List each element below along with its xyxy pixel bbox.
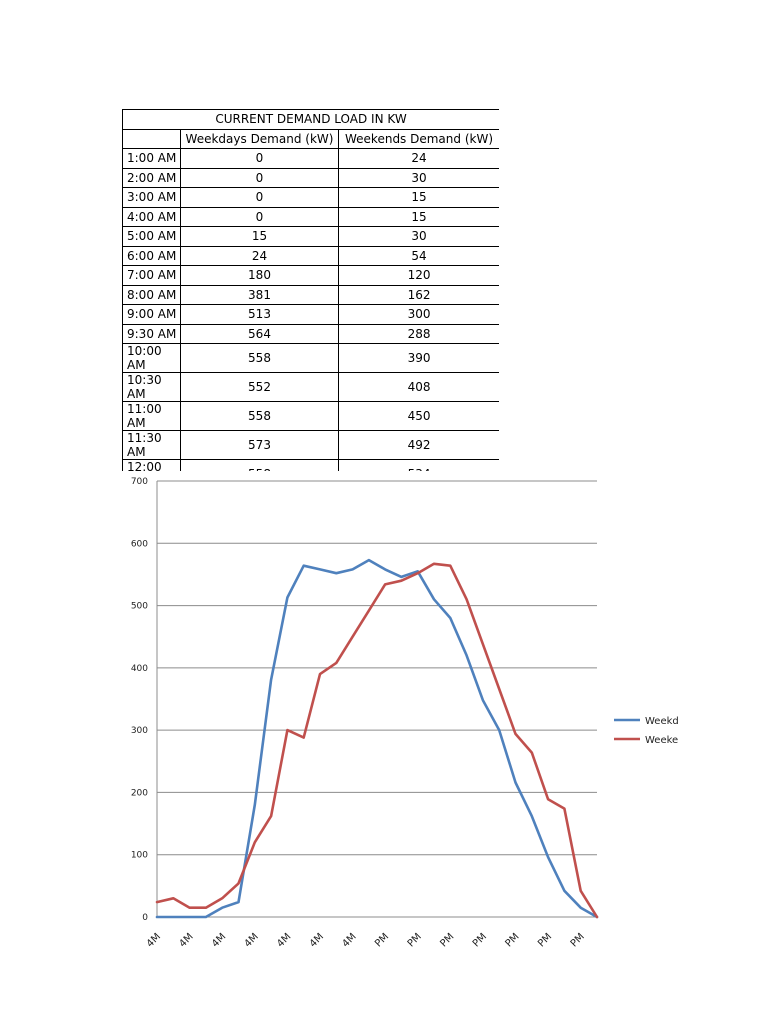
y-tick-label: 0 <box>142 913 148 923</box>
x-tick-label: PM <box>471 931 489 949</box>
row-time: 10:30 AM <box>122 372 181 402</box>
x-tick-label: PM <box>503 931 521 949</box>
table-row: 12:00 PM558534 <box>122 459 499 471</box>
row-weekends-value: 24 <box>337 148 499 169</box>
table-row: 8:00 AM 381 162 <box>122 284 499 305</box>
x-tick-label: 4M <box>340 931 358 949</box>
y-axis-ticks: 0 100 200 300 400 500 600 700 <box>131 477 148 923</box>
y-tick-label: 200 <box>131 788 148 798</box>
demand-table-container: CURRENT DEMAND LOAD IN KW Weekdays Deman… <box>122 109 499 471</box>
legend-label: Weekd <box>645 716 679 727</box>
x-tick-label: PM <box>373 931 391 949</box>
row-time: 4:00 AM <box>122 206 181 227</box>
x-tick-label: PM <box>406 931 424 949</box>
y-tick-label: 300 <box>131 726 148 736</box>
x-tick-label: 4M <box>177 931 195 949</box>
x-tick-label: PM <box>536 931 554 949</box>
table-body: 1:00 AM 0 24 2:00 AM 0 30 3:00 AM 0 15 4:00 AM 0 15… <box>122 148 499 471</box>
table-row: 7:00 AM 180 120 <box>122 265 499 286</box>
row-weekends-value: 390 <box>337 343 499 373</box>
legend-label: Weeke <box>645 735 678 746</box>
row-weekdays-value: 558 <box>180 343 339 373</box>
y-tick-label: 500 <box>131 602 148 612</box>
x-tick-label: 4M <box>145 931 163 949</box>
legend: Weekd Weeke <box>614 716 679 746</box>
table-row: 10:00 AM 558 390 <box>122 343 499 373</box>
row-weekends-value: 30 <box>337 167 499 188</box>
series-line-weeke <box>155 562 599 919</box>
row-time: 11:00 AM <box>122 401 181 431</box>
row-weekends-value: 162 <box>337 284 499 305</box>
x-tick-label: 4M <box>210 931 228 949</box>
series-line-weekd <box>155 558 599 919</box>
y-tick-label: 400 <box>131 664 148 674</box>
gridlines <box>156 480 597 918</box>
row-time: 3:00 AM <box>122 187 181 208</box>
row-time: 11:30 AM <box>122 430 181 460</box>
table-row: 1:00 AM 0 24 <box>122 148 499 169</box>
row-weekdays-value: 24 <box>180 245 339 266</box>
x-tick-label: PM <box>438 931 456 949</box>
demand-table: CURRENT DEMAND LOAD IN KW Weekdays Deman… <box>122 109 499 471</box>
table-row: 5:00 AM 15 30 <box>122 226 499 247</box>
y-tick-label: 100 <box>131 851 148 861</box>
row-time: 6:00 AM <box>122 245 181 266</box>
x-tick-label: 4M <box>275 931 293 949</box>
row-weekdays-value: 573 <box>180 430 339 460</box>
x-tick-label: PM <box>569 931 587 949</box>
y-tick-label: 700 <box>131 477 148 487</box>
x-tick-label: 4M <box>243 931 261 949</box>
table-row: 10:30 AM 552 408 <box>122 372 499 402</box>
x-axis-ticks: 4M 4M 4M 4M 4M 4M 4M PM PM PM PM PM PM PM <box>145 931 587 949</box>
x-tick-label: 4M <box>308 931 326 949</box>
y-tick-label: 600 <box>131 539 148 549</box>
series-lines <box>155 558 599 919</box>
table-row: 3:00 AM 0 15 <box>122 187 499 208</box>
table-row: 11:30 AM 573 492 <box>122 430 499 460</box>
row-weekends-value: 534 <box>337 459 499 471</box>
row-time: 9:00 AM <box>122 304 181 325</box>
row-time: 8:00 AM <box>122 284 181 305</box>
